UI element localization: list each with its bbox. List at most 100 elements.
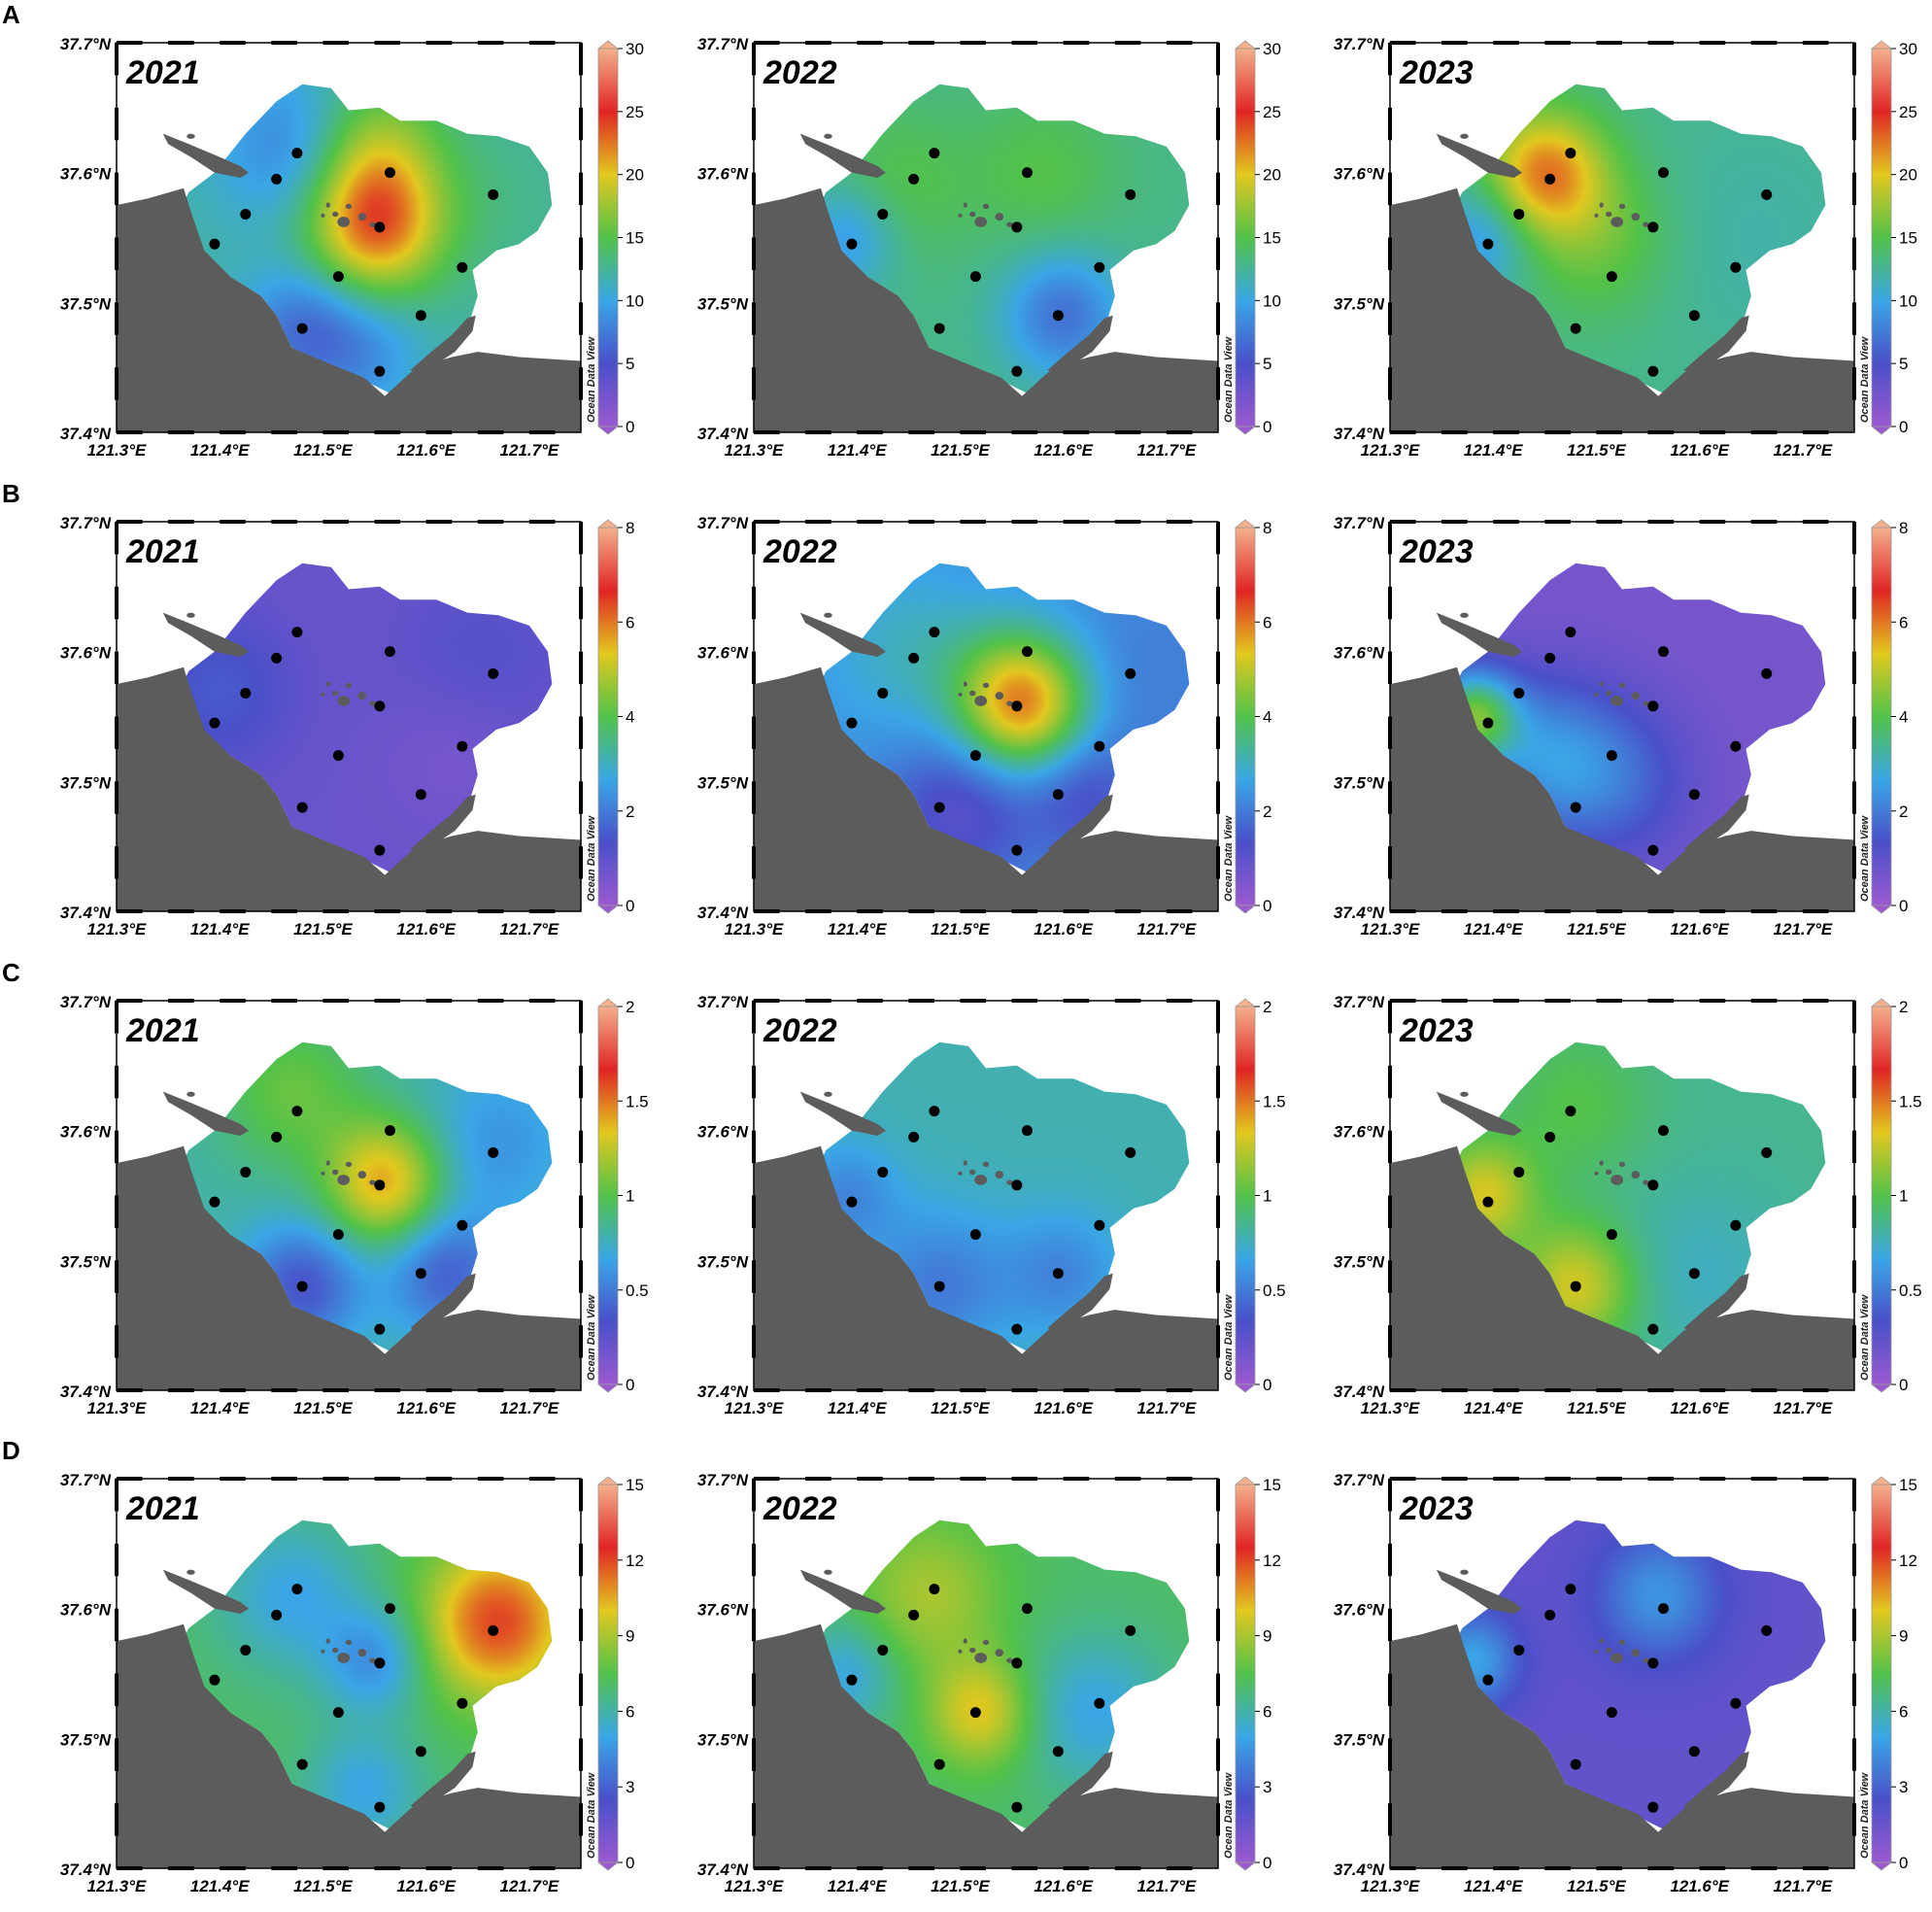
frame-tick <box>1388 107 1392 141</box>
frame-tick <box>1493 520 1519 524</box>
frame-tick <box>752 1130 756 1164</box>
lat-tick-label: 37.6°N <box>60 165 112 184</box>
sampling-station <box>1570 802 1581 813</box>
small-island <box>357 692 367 700</box>
colorbar-top-cap <box>1234 40 1257 50</box>
island <box>1683 1751 1749 1812</box>
frame-tick <box>1216 651 1220 685</box>
colorbar-tick-label: 0 <box>1263 418 1271 436</box>
lat-tick-label: 37.6°N <box>1334 1123 1385 1142</box>
frame-tick <box>579 522 583 555</box>
frame-tick <box>1388 172 1392 206</box>
small-island <box>1606 1169 1612 1176</box>
lon-tick-label: 121.4°E <box>1464 920 1523 939</box>
frame-tick <box>754 41 780 45</box>
small-island <box>357 1649 367 1657</box>
colorbar-tick-label: 3 <box>1263 1778 1271 1796</box>
sampling-station <box>1011 365 1023 377</box>
colorbar-top-cap <box>1234 998 1257 1007</box>
small-island <box>345 682 353 689</box>
frame-tick <box>1647 999 1675 1003</box>
lon-tick-label: 121.4°E <box>1464 1399 1523 1417</box>
frame-tick <box>752 1479 756 1512</box>
colorbar-caption: Ocean Data View <box>1859 1771 1871 1859</box>
frame-tick <box>1852 1543 1856 1577</box>
lon-tick-label: 121.5°E <box>1567 441 1626 460</box>
frame-tick <box>579 1260 583 1293</box>
lat-tick-label: 37.6°N <box>697 1601 749 1620</box>
lat-tick-label: 37.7°N <box>697 1471 749 1489</box>
frame-tick <box>1596 41 1622 45</box>
small-island <box>345 1161 353 1168</box>
lon-tick-label: 121.6°E <box>1034 441 1093 460</box>
sampling-station <box>1125 667 1136 679</box>
row-letter: D <box>2 1436 20 1465</box>
lat-tick-label: 37.4°N <box>697 904 749 922</box>
sampling-station <box>877 208 889 220</box>
map-panel-a-2022: 2022 37.4°N 37.5°N 37.6°N 37.7°N 121.3°E 121.4… <box>637 0 1281 476</box>
sampling-station <box>1730 740 1742 752</box>
colorbar <box>1871 1484 1892 1863</box>
frame-tick <box>579 1608 583 1642</box>
frame-tick <box>1011 1477 1038 1481</box>
colorbar-bottom-cap <box>1870 1861 1893 1871</box>
lon-tick-label: 121.3°E <box>87 1877 147 1895</box>
frame-tick <box>1216 1130 1220 1164</box>
small-island <box>1599 1638 1604 1644</box>
frame-tick <box>1388 1130 1392 1164</box>
frame-tick <box>425 1477 453 1481</box>
lon-tick-label: 121.5°E <box>293 1399 353 1417</box>
sampling-station <box>457 261 468 273</box>
colorbar-tick-label: 0 <box>1263 1854 1271 1872</box>
frame-tick <box>1750 1388 1778 1392</box>
frame-tick <box>271 1388 297 1392</box>
small-island <box>969 690 976 697</box>
frame-tick <box>528 520 556 524</box>
frame-tick <box>117 520 143 524</box>
sampling-station <box>1570 323 1581 334</box>
frame-tick <box>1852 1803 1856 1836</box>
frame-tick <box>579 172 583 206</box>
frame-tick <box>857 999 883 1003</box>
small-island <box>321 1649 325 1654</box>
lon-tick-label: 121.5°E <box>931 1399 990 1417</box>
lon-tick-label: 121.3°E <box>1361 441 1420 460</box>
colorbar-tick-label: 1 <box>626 1187 634 1206</box>
frame-tick <box>579 1738 583 1771</box>
frame-tick <box>754 1866 780 1870</box>
sampling-station <box>969 750 981 762</box>
year-label: 2023 <box>1399 533 1474 570</box>
sampling-station <box>296 1280 308 1292</box>
frame-tick <box>579 1130 583 1164</box>
row-letter: C <box>2 958 20 987</box>
lat-tick-label: 37.6°N <box>697 1123 749 1142</box>
small-island <box>325 681 330 687</box>
colorbar-tick-label: 20 <box>626 166 644 185</box>
sampling-station <box>457 740 468 752</box>
lat-tick-label: 37.5°N <box>60 294 112 313</box>
colorbar-tick-label: 9 <box>1263 1627 1271 1646</box>
sampling-station <box>1688 1268 1700 1280</box>
colorbar-tick-label: 12 <box>1899 1552 1917 1570</box>
frame-tick <box>1114 520 1141 524</box>
frame-tick <box>1388 1479 1392 1512</box>
frame-tick <box>528 41 556 45</box>
frame-tick <box>1166 1866 1193 1870</box>
frame-tick <box>1493 1477 1519 1481</box>
colorbar-caption: Ocean Data View <box>586 335 597 423</box>
colorbar-tick-label: 0.5 <box>626 1281 649 1300</box>
map-panel-c-2021: 2021 37.4°N 37.5°N 37.6°N 37.7°N 121.3°E 121.4… <box>0 958 649 1434</box>
small-island <box>369 1657 376 1663</box>
frame-tick <box>477 999 504 1003</box>
small-island <box>332 690 339 697</box>
lat-tick-label: 37.7°N <box>60 35 112 53</box>
colorbar-bottom-cap <box>1234 426 1257 435</box>
frame-tick <box>857 909 883 913</box>
lat-tick-label: 37.6°N <box>60 644 112 663</box>
frame-tick <box>1852 1608 1856 1642</box>
colorbar-caption: Ocean Data View <box>586 1771 597 1859</box>
sampling-station <box>969 1229 981 1241</box>
frame-tick <box>425 1866 453 1870</box>
frame-tick <box>1699 1388 1726 1392</box>
colorbar-tick-label: 0 <box>626 1854 634 1872</box>
